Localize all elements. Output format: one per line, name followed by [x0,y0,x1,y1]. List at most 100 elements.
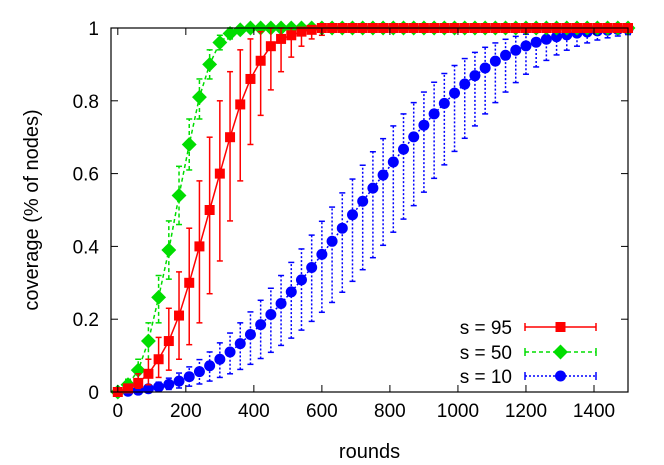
legend-label-s95: s = 95 [460,318,512,339]
data-point [336,222,348,234]
data-point [500,49,512,61]
legend-label-s50: s = 50 [460,343,512,364]
y-tick-label: 1 [88,19,99,40]
error-bar [288,261,295,339]
error-bar [380,137,387,247]
data-point [181,137,197,152]
y-tick-label: 0.2 [73,310,99,331]
data-point [286,30,297,41]
error-bar [359,164,366,271]
error-bar [237,322,244,371]
data-point [153,381,165,393]
series-line [117,27,628,393]
x-tick-label: 600 [306,401,338,422]
data-point [479,62,491,74]
y-tick-label: 0.4 [73,237,100,258]
x-tick-label: 200 [170,401,202,422]
error-bar [257,30,264,117]
data-point [133,377,144,388]
data-point [387,156,399,168]
data-point [143,368,154,379]
data-point [140,333,156,349]
data-point [161,242,177,258]
x-axis-label: rounds [339,441,400,463]
data-point [151,289,167,305]
data-point [398,143,410,155]
x-tick-label: 1400 [573,401,615,422]
data-point [296,26,307,37]
data-point [173,375,185,387]
error-bar [206,351,213,382]
error-bar [502,38,509,93]
data-point [438,97,450,109]
x-tick-label: 400 [238,401,270,422]
data-point [510,44,522,56]
error-bar [227,70,234,222]
data-point [214,168,225,179]
y-tick-label: 0.8 [73,92,99,113]
error-bar [482,46,489,115]
error-bar [237,49,244,182]
error-bar [369,151,376,259]
series-2 [112,23,634,398]
data-point [245,73,256,84]
data-point [123,383,134,394]
legend-label-s10: s = 10 [460,367,512,388]
error-bar [308,234,315,323]
data-point [232,22,248,38]
x-tick-label: 1000 [437,401,479,422]
data-point [174,310,185,321]
data-point [306,24,317,35]
data-point [244,328,256,340]
error-bar [216,100,223,262]
data-point [163,378,175,390]
data-point [306,262,318,274]
data-point [235,99,246,110]
error-bar [247,311,254,366]
data-point [255,55,266,66]
data-point [408,131,420,143]
error-bar [176,372,183,389]
error-bar [461,57,468,140]
data-point [265,308,277,320]
data-point [171,188,187,203]
data-point [275,298,287,310]
data-point [530,36,542,48]
error-bar [196,180,203,324]
data-point [377,169,389,181]
series-line [117,28,629,393]
series-0 [112,23,633,397]
data-point [202,56,218,72]
error-bar [206,136,213,295]
data-point [428,108,440,120]
error-bar [451,64,458,153]
legend-marker [553,344,568,360]
data-point [225,132,236,143]
y-tick-label: 0.6 [73,165,99,186]
error-bar [196,78,203,120]
data-point [153,354,164,365]
error-bar [247,38,254,146]
series-layer [110,20,636,400]
ticks-layer: 0 200 400 600 800 1000 1200 1400 0 0.2 0.4 0.6 0.8 1 [73,19,628,422]
x-tick-label: 800 [374,401,406,422]
error-bar [329,206,336,304]
plot-frame [110,27,629,393]
data-point [191,89,207,105]
data-point [295,274,307,286]
error-bar [471,51,478,127]
data-point [489,55,501,67]
x-tick-label: 1200 [505,401,547,422]
error-bar [410,101,417,207]
data-point [194,241,205,252]
data-point [265,41,276,52]
data-point [449,87,461,99]
data-point [214,353,226,365]
error-bar [318,220,325,314]
data-point [163,336,174,347]
data-point [520,40,532,52]
legend-marker [555,370,566,382]
error-bar [267,27,274,91]
data-point [540,33,552,45]
